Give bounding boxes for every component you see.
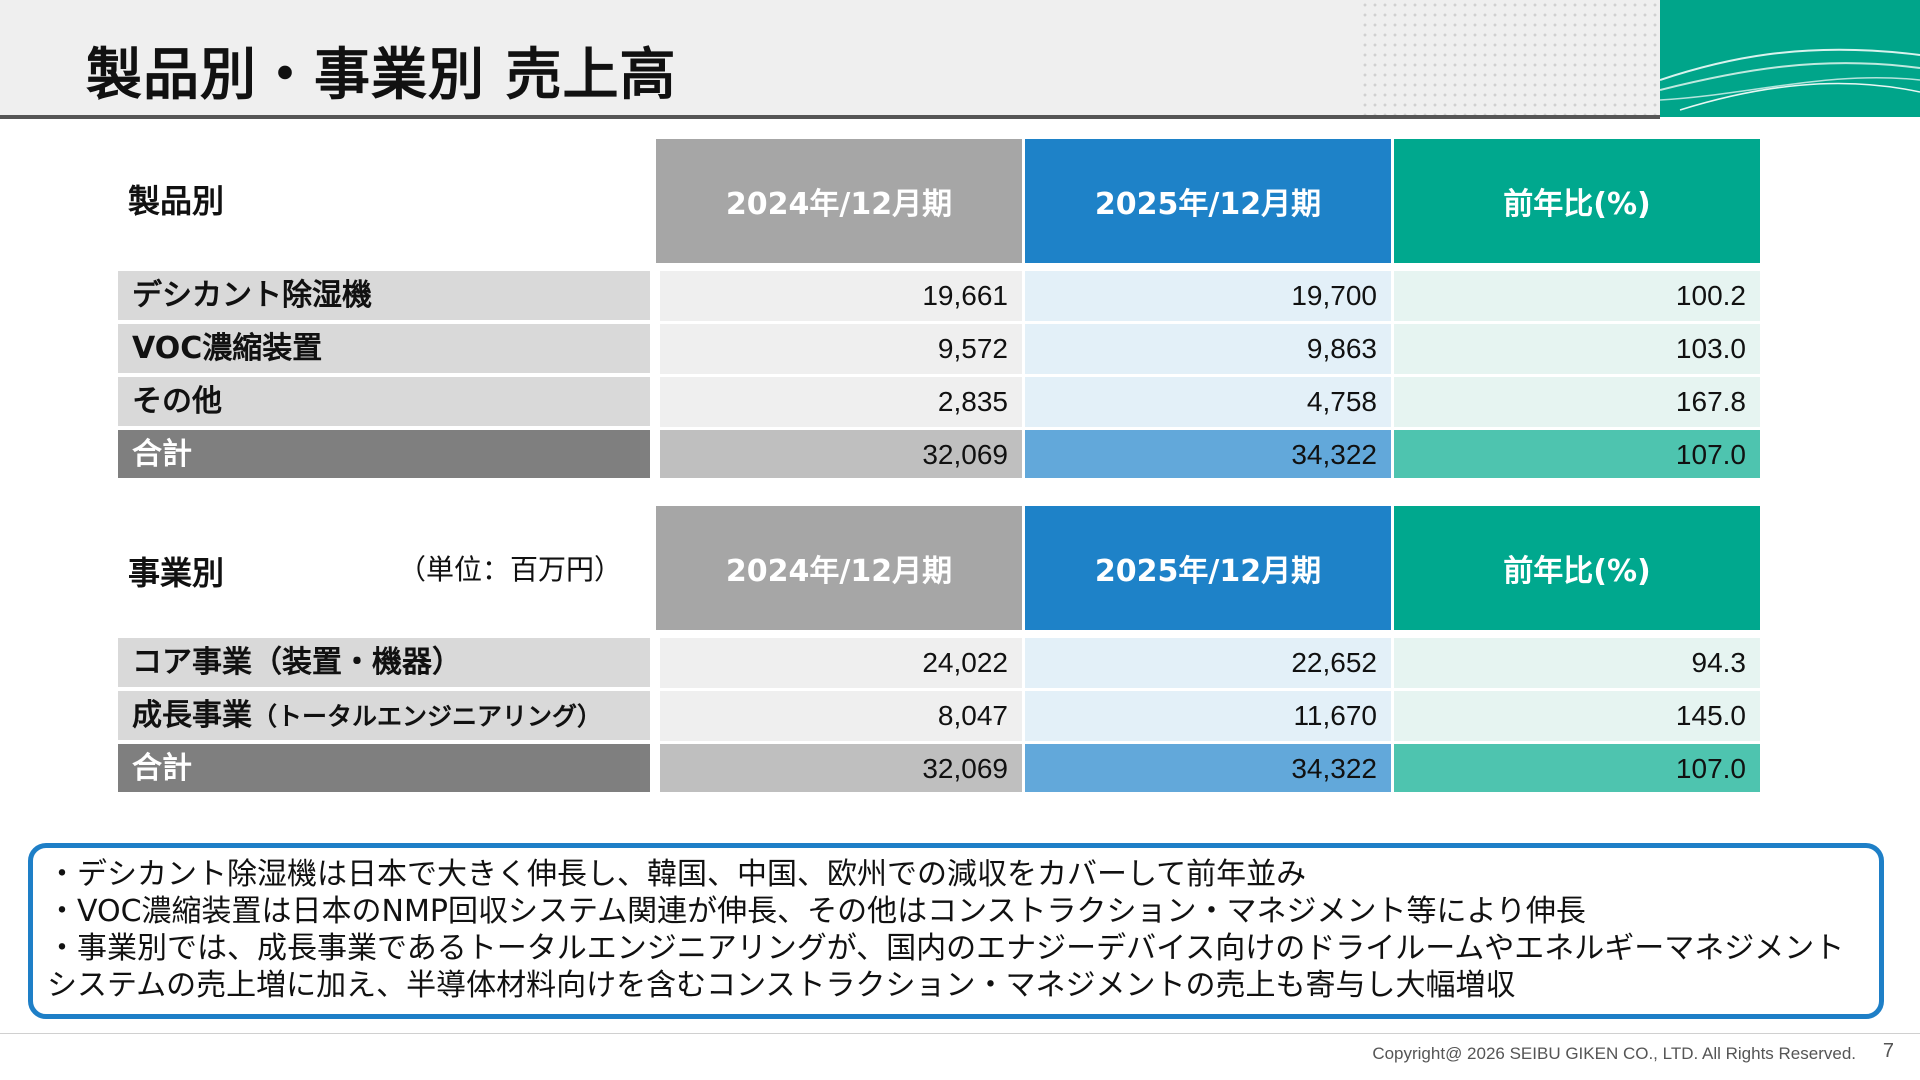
product-row-ratio: 103.0 xyxy=(1394,324,1760,374)
business-col-2024-header: 2024年/12月期 xyxy=(656,506,1022,630)
dot-pattern xyxy=(1360,0,1660,117)
footer-divider xyxy=(0,1033,1920,1034)
page-title: 製品別・事業別 売上高 xyxy=(86,43,677,108)
business-total-2025: 34,322 xyxy=(1025,744,1391,792)
business-total-ratio: 107.0 xyxy=(1394,744,1760,792)
business-row-2025: 22,652 xyxy=(1025,638,1391,688)
business-row-ratio: 145.0 xyxy=(1394,691,1760,741)
business-row-label-main: 成長事業 xyxy=(132,698,252,733)
note-item: ・デシカント除湿機は日本で大きく伸長し、韓国、中国、欧州での減収をカバーして前年… xyxy=(47,857,1307,892)
product-row-2024: 2,835 xyxy=(660,377,1022,427)
business-col-ratio-header: 前年比(%) xyxy=(1394,506,1760,630)
product-row-2025: 4,758 xyxy=(1025,377,1391,427)
product-row-ratio: 100.2 xyxy=(1394,271,1760,321)
business-section-heading: 事業別 xyxy=(128,554,225,592)
product-total-label: 合計 xyxy=(118,430,650,478)
business-row-2024: 24,022 xyxy=(660,638,1022,688)
note-item: ・事業別では、成長事業であるトータルエンジニアリングが、国内のエナジーデバイス向… xyxy=(47,931,1845,1003)
product-total-2025: 34,322 xyxy=(1025,430,1391,478)
product-row-2025: 9,863 xyxy=(1025,324,1391,374)
product-total-ratio: 107.0 xyxy=(1394,430,1760,478)
product-total-2024: 32,069 xyxy=(660,430,1022,478)
business-total-2024: 32,069 xyxy=(660,744,1022,792)
business-row-label-sub: （トータルエンジニアリング） xyxy=(252,702,603,731)
business-total-label: 合計 xyxy=(118,744,650,792)
product-row-2024: 9,572 xyxy=(660,324,1022,374)
copyright-text: Copyright@ 2026 SEIBU GIKEN CO., LTD. Al… xyxy=(1372,1044,1856,1063)
unit-note: （単位：百万円） xyxy=(398,553,623,586)
business-row-2025: 11,670 xyxy=(1025,691,1391,741)
brand-decoration xyxy=(1660,0,1920,117)
product-col-2025-header: 2025年/12月期 xyxy=(1025,139,1391,263)
product-section-heading: 製品別 xyxy=(128,182,225,220)
product-row-ratio: 167.8 xyxy=(1394,377,1760,427)
header-divider xyxy=(0,115,1660,119)
business-row-label: 成長事業（トータルエンジニアリング） xyxy=(118,691,650,740)
product-col-ratio-header: 前年比(%) xyxy=(1394,139,1760,263)
product-row-label: その他 xyxy=(118,377,650,426)
business-row-2024: 8,047 xyxy=(660,691,1022,741)
page-number: 7 xyxy=(1882,1040,1894,1062)
product-row-2025: 19,700 xyxy=(1025,271,1391,321)
summary-notes: ・デシカント除湿機は日本で大きく伸長し、韓国、中国、欧州での減収をカバーして前年… xyxy=(28,843,1884,1019)
business-row-label: コア事業（装置・機器） xyxy=(118,638,650,687)
product-row-2024: 19,661 xyxy=(660,271,1022,321)
product-col-2024-header: 2024年/12月期 xyxy=(656,139,1022,263)
business-col-2025-header: 2025年/12月期 xyxy=(1025,506,1391,630)
business-row-ratio: 94.3 xyxy=(1394,638,1760,688)
note-item: ・VOC濃縮装置は日本のNMP回収システム関連が伸長、その他はコンストラクション… xyxy=(47,894,1586,929)
product-row-label: VOC濃縮装置 xyxy=(118,324,650,373)
product-row-label: デシカント除湿機 xyxy=(118,271,650,320)
